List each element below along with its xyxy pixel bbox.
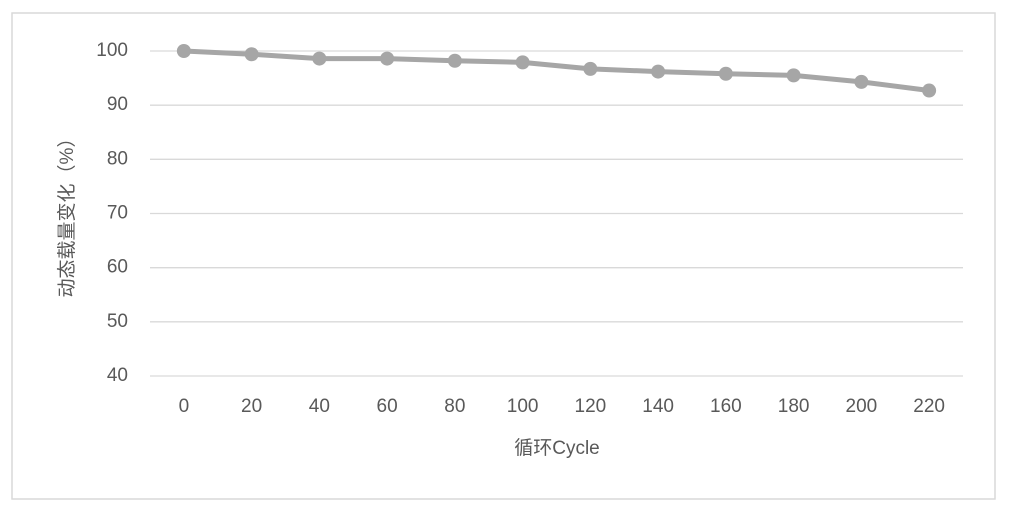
- y-tick-label: 100: [96, 40, 128, 61]
- data-point: [312, 51, 327, 66]
- x-tick-label: 20: [241, 396, 262, 417]
- data-point: [244, 47, 259, 62]
- x-tick-label: 0: [179, 396, 190, 417]
- y-tick-label: 70: [107, 203, 128, 224]
- y-axis-title: 动态载量变化（%）: [56, 129, 78, 298]
- data-point: [922, 83, 937, 98]
- y-tick-label: 80: [107, 148, 128, 169]
- x-tick-label: 160: [710, 396, 742, 417]
- x-tick-label: 220: [913, 396, 945, 417]
- y-tick-label: 40: [107, 365, 128, 386]
- data-point: [718, 66, 733, 81]
- x-tick-label: 80: [444, 396, 465, 417]
- x-tick-label: 40: [309, 396, 330, 417]
- y-tick-label: 90: [107, 94, 128, 115]
- data-point: [447, 53, 462, 68]
- y-tick-label: 50: [107, 311, 128, 332]
- y-tick-label: 60: [107, 257, 128, 278]
- x-tick-label: 100: [507, 396, 539, 417]
- data-point: [651, 64, 666, 79]
- data-point: [854, 74, 869, 89]
- data-point: [380, 51, 395, 66]
- x-tick-label: 120: [575, 396, 607, 417]
- x-tick-label: 60: [377, 396, 398, 417]
- data-point: [176, 44, 191, 58]
- data-point: [583, 61, 598, 76]
- data-point: [515, 55, 530, 70]
- data-line: [183, 48, 930, 94]
- data-point: [786, 68, 801, 83]
- x-axis-title: 循环Cycle: [514, 437, 600, 459]
- chart-frame: [11, 12, 996, 500]
- x-tick-label: 180: [778, 396, 810, 417]
- x-tick-label: 140: [642, 396, 674, 417]
- x-tick-label: 200: [846, 396, 878, 417]
